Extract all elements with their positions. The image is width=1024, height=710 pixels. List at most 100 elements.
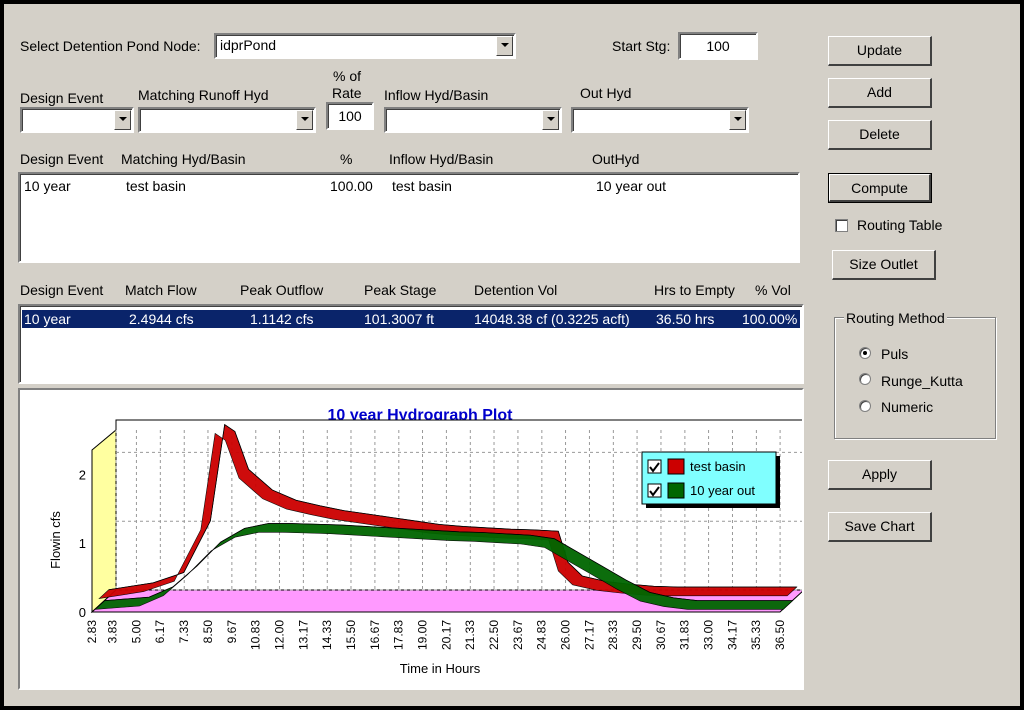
chart-x-tick-label: 36.50 [773,620,787,650]
chart-y-tick-label: 0 [79,605,86,620]
matching-runoff-label: Matching Runoff Hyd [138,87,269,103]
events-header-percent: % [340,151,353,167]
events-header-matching: Matching Hyd/Basin [121,151,246,167]
results-header-peak-stage: Peak Stage [364,282,437,298]
size-outlet-button[interactable]: Size Outlet [832,250,936,280]
events-header-outhyd: OutHyd [592,151,640,167]
inflow-label: Inflow Hyd/Basin [384,87,489,103]
chart-legend-label: 10 year out [690,483,755,498]
chart-y-axis-label: Flowin cfs [48,511,63,569]
chart-x-tick-label: 17.83 [392,620,406,650]
chart-x-tick-label: 16.67 [368,620,382,650]
results-list[interactable]: 10 year 2.4944 cfs 1.1142 cfs 101.3007 f… [18,304,804,384]
chart-x-tick-label: 6.17 [153,620,167,644]
pond-node-label: Select Detention Pond Node: [20,38,201,54]
radio-numeric[interactable] [859,400,871,412]
add-button[interactable]: Add [828,78,932,108]
events-header-design-event: Design Event [20,151,104,167]
chart-series-edge [104,523,793,602]
chart-series-edge [108,423,797,591]
chevron-down-icon[interactable] [729,110,746,130]
chart-legend [641,451,777,505]
rate-label-1: % of [333,68,362,84]
delete-button[interactable]: Delete [828,120,932,150]
chart-x-tick-label: 31.83 [678,620,692,650]
cell-detention-vol: 14048.38 cf (0.3225 acft) [474,311,630,327]
chart-x-tick-label: 2.83 [85,620,99,644]
cell-hrs-to-empty: 36.50 hrs [656,311,715,327]
results-header-detention-vol: Detention Vol [474,282,558,298]
events-list[interactable]: 10 year test basin 100.00 test basin 10 … [18,172,800,263]
chevron-down-icon[interactable] [542,110,559,130]
chart-side-wall [91,428,117,614]
chart-x-tick-label: 26.00 [558,620,572,650]
chart-x-tick-label: 14.33 [320,620,334,650]
check-icon [649,486,660,497]
events-header-inflow: Inflow Hyd/Basin [389,151,494,167]
results-header-peak-outflow: Peak Outflow [240,282,324,298]
radio-runge-kutta[interactable] [859,373,871,385]
chart-x-tick-label: 9.67 [225,620,239,644]
chart-x-tick-label: 19.00 [415,620,429,650]
cell-design-event: 10 year [24,311,71,327]
cell-peak-outflow: 1.1142 cfs [250,311,314,327]
chart-x-tick-label: 21.33 [463,620,477,650]
chart-x-tick-label: 22.50 [487,620,501,650]
out-hyd-combo[interactable] [571,107,749,133]
compute-button[interactable]: Compute [828,173,932,203]
apply-button[interactable]: Apply [828,460,932,490]
cell-peak-stage: 101.3007 ft [364,311,435,327]
chart-x-tick-label: 35.33 [749,620,763,650]
table-row[interactable]: 10 year test basin 100.00 test basin 10 … [22,177,796,195]
routing-table-checkbox[interactable] [835,219,848,232]
results-header-design-event: Design Event [20,282,104,298]
start-stg-value: 100 [706,38,730,54]
routing-method-title: Routing Method [844,310,947,326]
cell-inflow: test basin [392,178,452,194]
chart-x-tick-label: 29.50 [630,620,644,650]
chart-x-tick-label: 27.17 [582,620,596,650]
chart-x-tick-label: 7.33 [177,620,191,644]
table-row[interactable]: 10 year 2.4944 cfs 1.1142 cfs 101.3007 f… [22,310,800,328]
cell-pct-vol: 100.00% [742,311,798,327]
hydrograph-chart-frame: 10 year Hydrograph Plot 0 1 2 2.83 3.83 5.00 6… [18,388,806,690]
save-chart-button[interactable]: Save Chart [828,512,932,542]
results-header-pct-vol: % Vol [755,282,791,298]
cell-match-flow: 2.4944 cfs [129,311,194,327]
inflow-combo[interactable] [384,107,562,133]
update-button[interactable]: Update [828,36,932,66]
chart-x-tick-label: 15.50 [344,620,358,650]
rate-value: 100 [338,108,362,124]
chart-y-tick-label: 2 [79,467,86,482]
chart-x-tick-label: 10.83 [248,620,262,650]
check-icon [649,462,660,473]
chart-x-tick-label: 8.50 [201,620,215,644]
cell-percent: 100.00 [330,178,373,194]
radio-runge-kutta-label: Runge_Kutta [881,373,963,389]
rate-label-2: Rate [332,85,362,101]
pond-node-combo[interactable]: idprPond [214,33,516,59]
radio-puls[interactable] [859,347,871,359]
routing-table-label: Routing Table [857,217,943,233]
chart-y-tick-label: 1 [79,536,86,551]
chart-x-tick-label: 13.17 [296,620,310,650]
chart-x-tick-label: 5.00 [129,620,143,644]
results-header-match-flow: Match Flow [125,282,197,298]
design-event-combo[interactable] [20,107,134,133]
start-stg-input[interactable]: 100 [678,32,758,60]
chevron-down-icon[interactable] [296,110,313,130]
out-hyd-label: Out Hyd [580,85,632,101]
radio-puls-label: Puls [881,346,909,362]
radio-numeric-label: Numeric [881,399,934,415]
pond-node-value: idprPond [220,37,277,53]
chart-legend-checkbox [647,459,662,474]
matching-runoff-combo[interactable] [138,107,316,133]
cell-outhyd: 10 year out [596,178,667,194]
chevron-down-icon[interactable] [114,110,131,130]
chart-x-tick-label: 12.00 [272,620,286,650]
rate-input[interactable]: 100 [326,102,374,130]
chevron-down-icon[interactable] [496,36,513,56]
chart-x-axis-label: Time in Hours [400,661,481,676]
chart-x-tick-label: 33.00 [701,620,715,650]
